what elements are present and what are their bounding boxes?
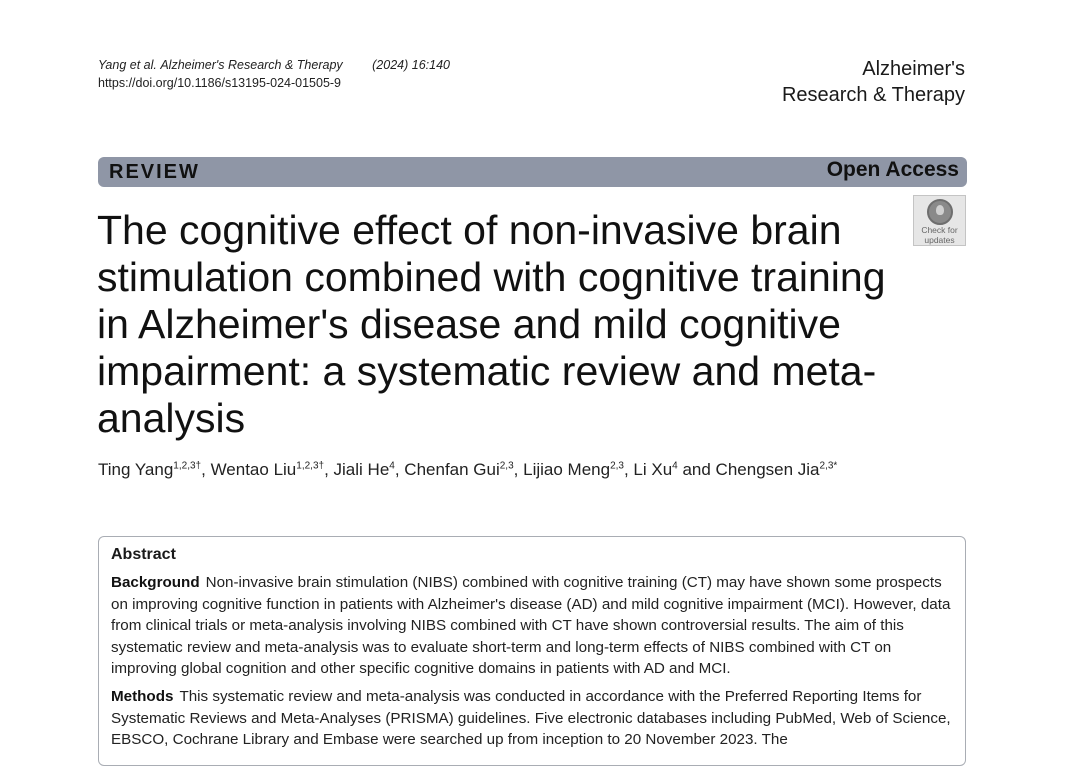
citation-block: Yang et al. Alzheimer's Research & Thera…	[98, 56, 450, 92]
author-separator: ,	[394, 460, 405, 479]
check-for-updates-button[interactable]: Check for updates	[913, 195, 966, 246]
abstract-box: Abstract Background Non-invasive brain st…	[98, 536, 966, 766]
author-name[interactable]: Ting Yang	[98, 460, 174, 479]
author-name[interactable]: Chenfan Gui	[404, 460, 500, 479]
author-affiliation: 4	[672, 460, 678, 472]
author-separator: ,	[623, 460, 634, 479]
article-type-banner: REVIEW Open Access	[98, 157, 967, 187]
open-access-label: Open Access	[826, 158, 959, 181]
check-for-updates-icon	[926, 199, 953, 225]
methods-label: Methods	[111, 687, 174, 705]
author-name[interactable]: Wentao Liu	[210, 460, 297, 479]
citation-line: Yang et al. Alzheimer's Research & Thera…	[98, 56, 450, 74]
author-name[interactable]: Jiali He	[333, 460, 390, 479]
journal-name: Alzheimer's Research & Therapy	[782, 56, 965, 108]
background-text: Non-invasive brain stimulation (NIBS) co…	[111, 574, 951, 678]
author-affiliation: 2,3*	[819, 460, 838, 472]
article-type-label: REVIEW	[109, 161, 200, 183]
author-affiliation: 2,3	[610, 460, 624, 472]
article-title: The cognitive effect of non-invasive bra…	[97, 207, 886, 441]
check-for-updates-line2: updates	[924, 235, 955, 245]
citation-authors: Yang et al.	[98, 58, 157, 72]
author-separator: ,	[324, 460, 334, 479]
author-name[interactable]: Lijiao Meng	[523, 460, 611, 479]
abstract-background: Background Non-invasive brain stimulation…	[111, 572, 953, 680]
doi-link[interactable]: https://doi.org/10.1186/s13195-024-01505…	[98, 76, 342, 90]
citation-journal: Alzheimer's Research & Therapy	[160, 58, 343, 72]
author-separator: ,	[201, 460, 211, 479]
author-separator: ,	[513, 460, 524, 479]
author-affiliation: 4	[389, 460, 395, 472]
author-separator: and	[677, 460, 716, 479]
author-list: Ting Yang1,2,3†, Wentao Liu1,2,3†, Jiali…	[98, 458, 837, 482]
abstract-heading: Abstract	[111, 546, 176, 563]
check-for-updates-line1: Check for	[921, 225, 958, 235]
author-affiliation: 1,2,3†	[173, 460, 202, 472]
author-name[interactable]: Chengsen Jia	[715, 460, 820, 479]
methods-text: This systematic review and meta-analysis…	[111, 687, 951, 749]
abstract-methods: Methods This systematic review and meta-a…	[111, 686, 953, 751]
journal-name-line2: Research & Therapy	[781, 84, 965, 106]
author-affiliation: 2,3	[499, 460, 514, 472]
author-affiliation: 1,2,3†	[296, 460, 325, 472]
journal-name-line1: Alzheimer's	[862, 58, 965, 80]
background-label: Background	[111, 574, 200, 591]
author-name[interactable]: Li Xu	[633, 460, 673, 479]
citation-volume: (2024) 16:140	[372, 58, 450, 72]
